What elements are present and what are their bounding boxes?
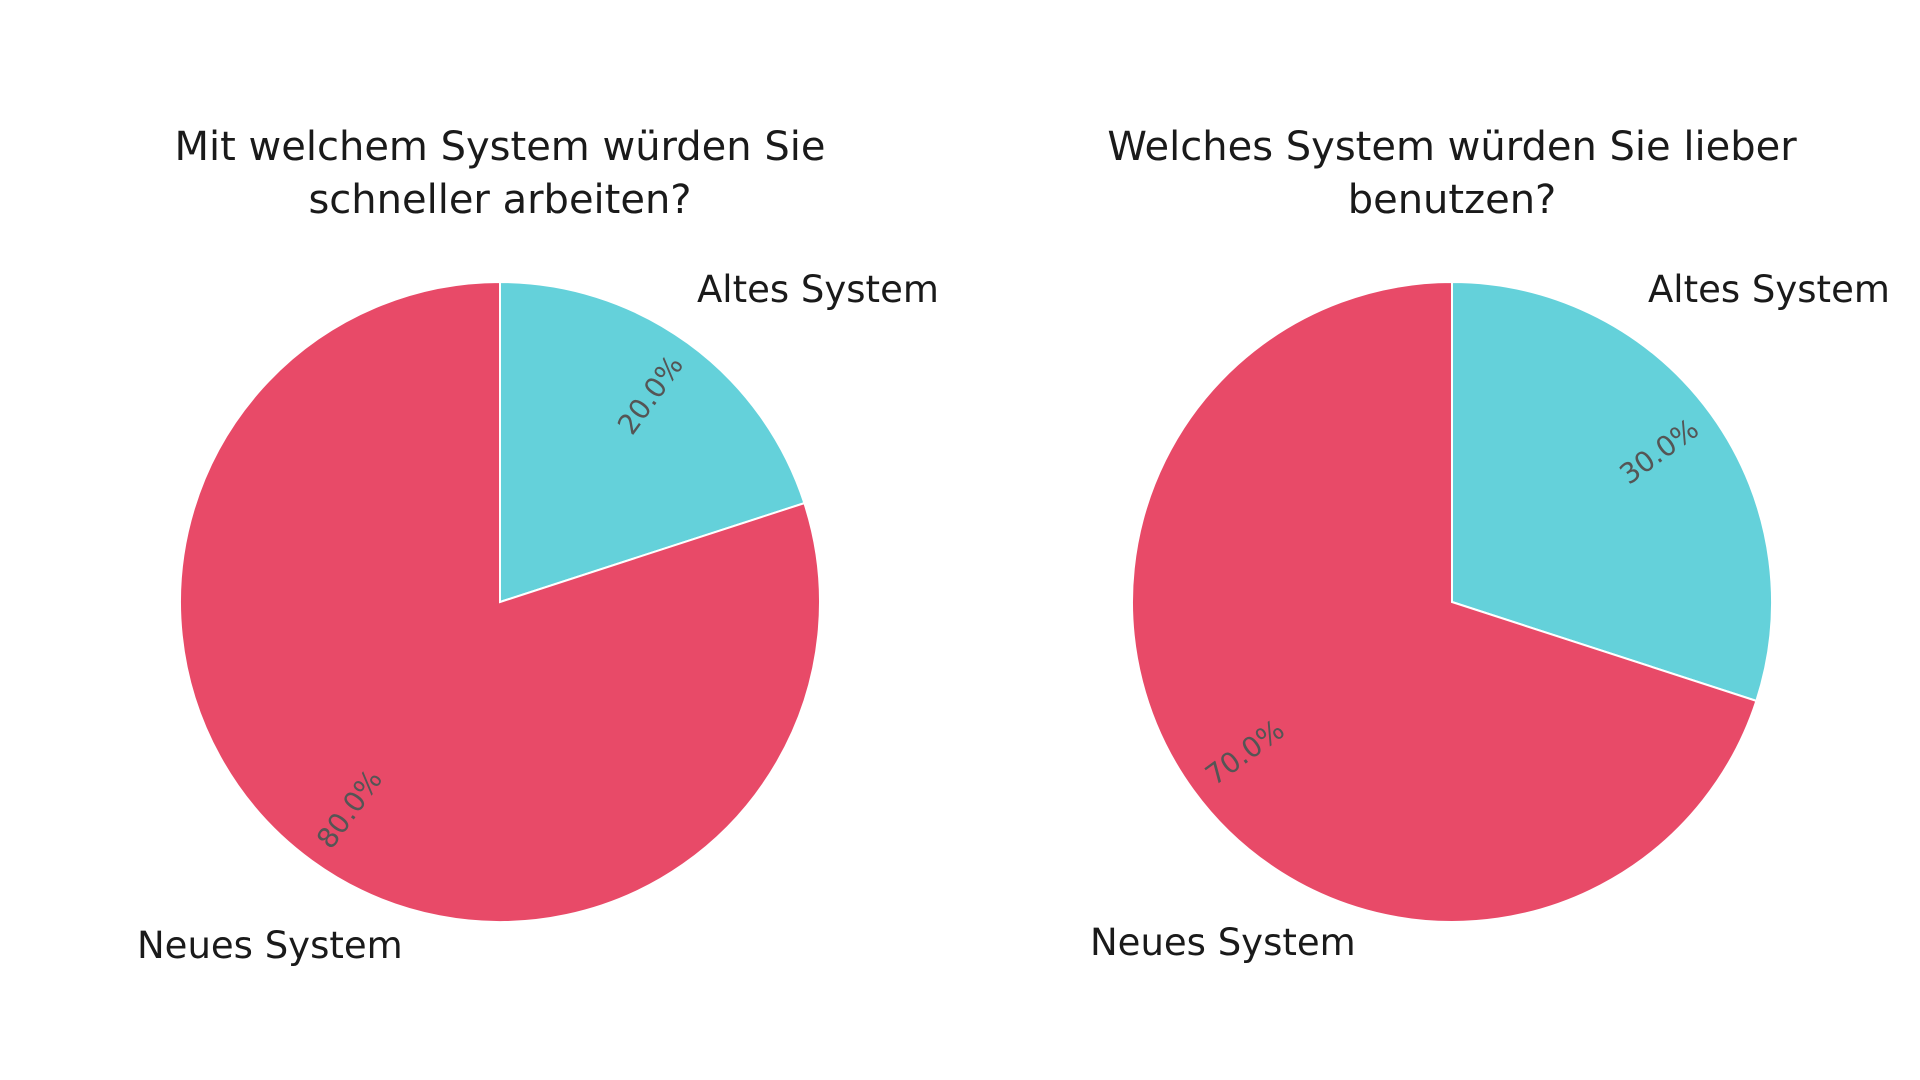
chart-2-title-line-2: benutzen? [1348, 177, 1557, 223]
pie-chart-2: Welches System würden Sie lieber benutze… [1090, 124, 1890, 964]
chart-2-label-neues-system: Neues System [1090, 921, 1356, 964]
chart-1-slices [179, 280, 821, 923]
chart-2-slice-neues-system [1131, 280, 1758, 923]
chart-1-slice-altes-system [499, 280, 806, 604]
chart-2-title-line-1: Welches System würden Sie lieber [1107, 124, 1797, 170]
chart-1-label-neues-system: Neues System [137, 924, 403, 967]
pie-chart-1: Mit welchem System würden Sie schneller … [137, 124, 939, 967]
chart-1-title-line-1: Mit welchem System würden Sie [175, 124, 826, 170]
chart-1-label-altes-system: Altes System [697, 268, 939, 311]
chart-2-label-altes-system: Altes System [1648, 268, 1890, 311]
chart-1-slice-neues-system [179, 280, 821, 923]
chart-1-title-line-2: schneller arbeiten? [308, 177, 691, 223]
chart-2-slice-altes-system [1451, 280, 1773, 703]
chart-2-slices [1131, 280, 1773, 923]
